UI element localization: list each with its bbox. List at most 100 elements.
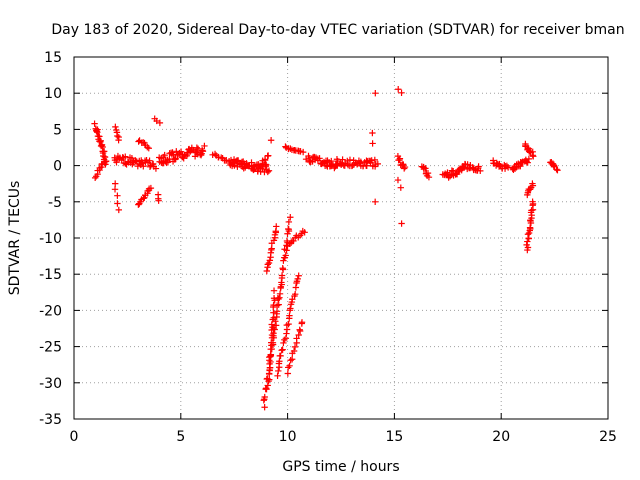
data-point	[267, 346, 274, 353]
y-axis-title: SDTVAR / TECUs	[7, 181, 23, 296]
data-point	[270, 295, 278, 302]
data-point	[285, 364, 292, 371]
data-point	[279, 346, 286, 353]
data-point	[275, 295, 282, 303]
data-point	[523, 241, 530, 249]
y-tick-label: -20	[39, 303, 62, 319]
data-point	[272, 322, 280, 329]
data-point	[316, 155, 323, 162]
data-point	[156, 119, 164, 127]
data-point	[550, 162, 558, 169]
chart-title: Day 183 of 2020, Sidereal Day-to-day VTE…	[51, 22, 624, 38]
data-point	[292, 284, 300, 291]
data-points	[91, 86, 561, 411]
data-point	[266, 364, 274, 372]
data-point	[265, 167, 273, 174]
data-point	[475, 163, 482, 170]
data-point	[530, 153, 537, 160]
data-point	[100, 148, 108, 155]
x-tick-label: 10	[279, 429, 297, 445]
data-point	[112, 123, 119, 131]
y-tick-label: -30	[39, 376, 62, 392]
data-point	[250, 166, 257, 174]
data-point	[295, 331, 302, 339]
data-point	[398, 220, 405, 227]
data-point	[263, 267, 270, 275]
data-point	[164, 159, 172, 166]
data-point	[152, 165, 160, 172]
data-point	[268, 321, 275, 328]
data-point	[266, 376, 273, 383]
y-tick-label: 15	[44, 50, 62, 66]
data-point	[286, 312, 293, 319]
data-point	[525, 155, 533, 163]
data-point	[445, 174, 452, 181]
data-point	[396, 156, 403, 164]
data-point	[524, 238, 531, 245]
data-point	[199, 148, 207, 155]
data-point	[197, 151, 205, 159]
y-tick-label: -25	[39, 340, 62, 356]
x-tick-label: 20	[492, 429, 510, 445]
data-point	[554, 167, 561, 174]
data-point	[369, 140, 376, 147]
data-point	[397, 184, 405, 191]
data-point	[503, 162, 511, 170]
data-point	[146, 157, 153, 164]
data-point	[115, 206, 122, 214]
data-point	[290, 237, 297, 245]
data-point	[270, 287, 278, 294]
data-point	[201, 142, 208, 150]
data-point	[372, 90, 379, 97]
data-point	[240, 165, 247, 172]
data-point	[132, 157, 139, 164]
y-tick-label: 0	[53, 159, 62, 175]
data-point	[273, 223, 280, 230]
x-axis-title: GPS time / hours	[282, 459, 399, 475]
data-point	[286, 362, 293, 370]
data-point	[425, 173, 433, 181]
y-tick-label: -15	[39, 267, 62, 283]
data-point	[273, 310, 280, 317]
data-point	[285, 320, 292, 328]
data-point	[274, 372, 281, 380]
y-tick-label: 10	[44, 86, 62, 102]
data-point	[489, 157, 497, 164]
data-point	[276, 358, 283, 365]
data-point	[231, 162, 238, 169]
data-point	[155, 197, 162, 204]
data-point	[218, 154, 225, 161]
data-point	[269, 324, 276, 331]
data-point	[264, 261, 272, 268]
data-point	[144, 144, 151, 151]
data-point	[111, 186, 119, 193]
y-tick-label: 5	[53, 122, 62, 138]
data-point	[294, 275, 301, 283]
data-point	[122, 153, 129, 160]
data-point	[529, 198, 536, 205]
data-point	[278, 272, 286, 279]
data-point	[395, 86, 402, 93]
data-point	[161, 151, 168, 159]
data-point	[270, 309, 277, 316]
data-point	[287, 305, 294, 312]
data-point	[288, 356, 296, 363]
data-point	[261, 404, 268, 411]
data-point	[394, 176, 402, 184]
data-point	[284, 370, 292, 377]
data-point	[553, 166, 560, 173]
data-point	[248, 159, 255, 166]
y-tick-label: -35	[39, 412, 62, 428]
data-point	[346, 156, 354, 164]
x-tick-label: 15	[385, 429, 403, 445]
data-point	[291, 343, 299, 351]
y-tick-label: -5	[48, 195, 62, 211]
data-point	[280, 339, 287, 347]
data-point	[101, 153, 108, 161]
x-tick-label: 5	[176, 429, 185, 445]
data-point	[266, 257, 274, 264]
data-point	[114, 192, 121, 199]
data-point	[285, 225, 292, 233]
data-point	[371, 198, 379, 205]
data-point	[264, 168, 271, 176]
